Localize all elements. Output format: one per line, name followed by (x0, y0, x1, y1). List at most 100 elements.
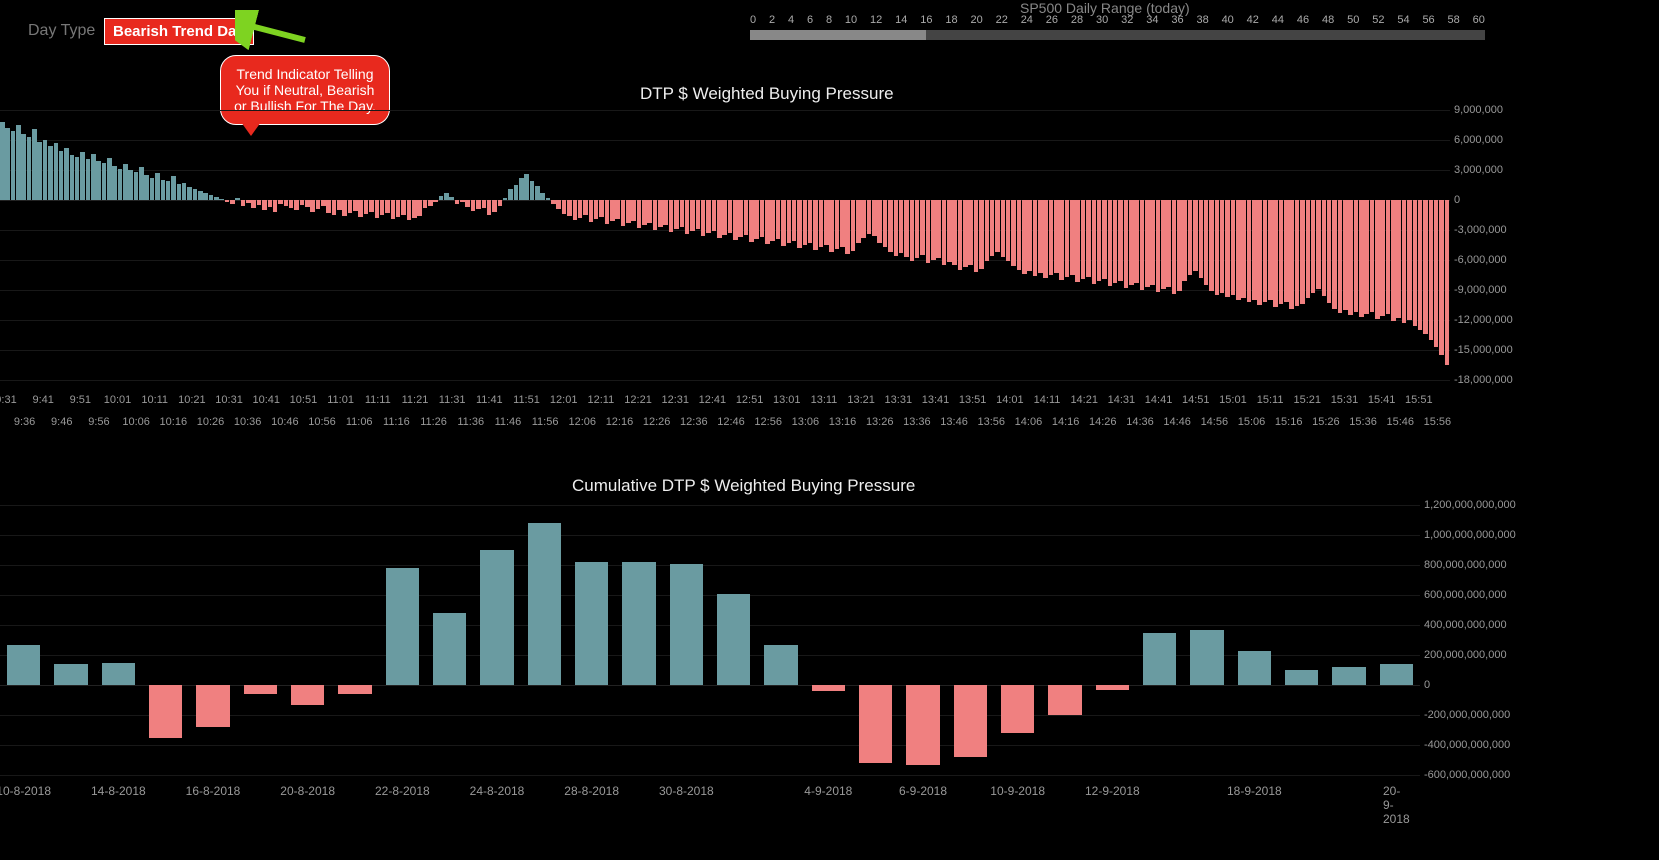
chart2-bar (906, 685, 939, 765)
chart1-xlabel: 11:21 (402, 394, 429, 406)
chart2-xlabel: 12-9-2018 (1085, 784, 1140, 798)
chart1-xlabel: 12:11 (588, 394, 615, 406)
chart1-bar (524, 174, 529, 200)
chart1-xlabel: 11:16 (383, 416, 410, 428)
chart1-bar (1043, 200, 1048, 278)
chart1-bar (1231, 200, 1236, 295)
chart1-xlabel: 12:56 (754, 416, 782, 428)
chart1-bar (91, 154, 96, 200)
chart1-ylabel: 6,000,000 (1454, 134, 1503, 146)
chart1-bar (358, 200, 363, 217)
chart2-bar (670, 564, 703, 686)
chart1-bar (877, 200, 882, 243)
chart1-bar (680, 200, 685, 227)
chart1-ylabel: -15,000,000 (1454, 344, 1513, 356)
chart1-xlabel: 10:26 (197, 416, 225, 428)
chart1-bar (1001, 200, 1006, 257)
chart1-bar (198, 191, 203, 200)
chart1-bar (637, 200, 642, 228)
range-tick: 12 (870, 14, 882, 26)
day-type-label: Day Type (28, 22, 95, 40)
chart1-bar (770, 200, 775, 241)
chart2-ylabel: 1,200,000,000,000 (1424, 499, 1516, 511)
chart1-bar (310, 200, 315, 212)
chart1-bar (1022, 200, 1027, 274)
sp500-range-bar[interactable] (750, 30, 1485, 40)
chart1-bar (1225, 200, 1230, 297)
chart1-bar (257, 200, 262, 205)
chart1-xlabel: 9:41 (32, 394, 53, 406)
chart1-bar (27, 137, 32, 200)
chart1-xlabel: 10:41 (252, 394, 280, 406)
chart1-bar (631, 200, 636, 221)
chart1-bar (1070, 200, 1075, 275)
chart1-xlabel: 11:31 (439, 394, 466, 406)
chart1-bar (492, 200, 497, 212)
chart1-ylabel: 9,000,000 (1454, 104, 1503, 116)
chart1-xlabel: 13:06 (792, 416, 820, 428)
chart1-bar (835, 200, 840, 249)
chart1-bar (193, 189, 198, 200)
buying-pressure-chart[interactable] (0, 110, 1450, 380)
chart1-bar (123, 164, 128, 200)
chart1-xlabel: 9:31 (0, 394, 17, 406)
chart1-bar (1113, 200, 1118, 283)
chart1-bar (1150, 200, 1155, 285)
range-tick: 4 (788, 14, 794, 26)
chart1-bar (931, 200, 936, 260)
chart1-bar (728, 200, 733, 233)
chart1-bar (508, 189, 513, 200)
chart1-bar (1429, 200, 1434, 340)
sp500-range-axis: 0246810121416182022242628303234363840424… (750, 14, 1485, 40)
chart1-bar (1332, 200, 1337, 309)
chart1-bar (1445, 200, 1450, 365)
chart1-xlabel: 14:56 (1201, 416, 1229, 428)
chart2-xaxis: 10-8-201814-8-201816-8-201820-8-201822-8… (0, 784, 1420, 804)
chart1-bar (444, 193, 449, 200)
chart1-bar (936, 200, 941, 258)
chart1-bar (540, 193, 545, 200)
chart1-bar (1017, 200, 1022, 270)
range-tick: 10 (845, 14, 857, 26)
chart1-bar (246, 200, 251, 203)
chart1-bar (845, 200, 850, 254)
chart1-bar (556, 200, 561, 209)
chart1-bar (364, 200, 369, 214)
chart1-bar (754, 200, 759, 239)
chart1-xlabel: 15:26 (1312, 416, 1340, 428)
chart1-bar (209, 195, 214, 200)
chart2-bar (480, 550, 513, 685)
chart1-xlabel: 12:36 (680, 416, 708, 428)
chart1-xlabel: 13:46 (940, 416, 968, 428)
chart1-bar (1263, 200, 1268, 302)
chart1-bar (824, 200, 829, 245)
chart1-ylabel: 0 (1454, 194, 1460, 206)
chart1-bar (348, 200, 353, 213)
chart1-bar (867, 200, 872, 234)
chart1-title: DTP $ Weighted Buying Pressure (640, 84, 894, 104)
chart1-bar (1295, 200, 1300, 306)
chart1-bar (787, 200, 792, 243)
cumulative-buying-pressure-chart[interactable] (0, 505, 1420, 775)
chart1-bar (96, 161, 101, 200)
chart1-bar (439, 196, 444, 200)
chart1-bar (1092, 200, 1097, 284)
chart1-bar (353, 200, 358, 211)
chart1-bar (139, 167, 144, 200)
chart1-xlabel: 12:41 (699, 394, 727, 406)
chart1-bar (1215, 200, 1220, 295)
chart1-bar (599, 200, 604, 217)
chart1-bar (396, 200, 401, 217)
chart1-xlabel: 11:36 (457, 416, 484, 428)
chart1-bar (118, 169, 123, 200)
chart1-bar (974, 200, 979, 272)
chart1-bar (155, 173, 160, 200)
chart1-xlabel: 14:46 (1163, 416, 1191, 428)
chart1-bar (546, 198, 551, 200)
chart1-xlabel: 13:21 (847, 394, 875, 406)
chart1-xlabel: 15:56 (1424, 416, 1452, 428)
chart1-bar (792, 200, 797, 241)
chart2-xlabel: 28-8-2018 (564, 784, 619, 798)
chart1-bar (610, 200, 615, 221)
chart1-bar (1182, 200, 1187, 281)
